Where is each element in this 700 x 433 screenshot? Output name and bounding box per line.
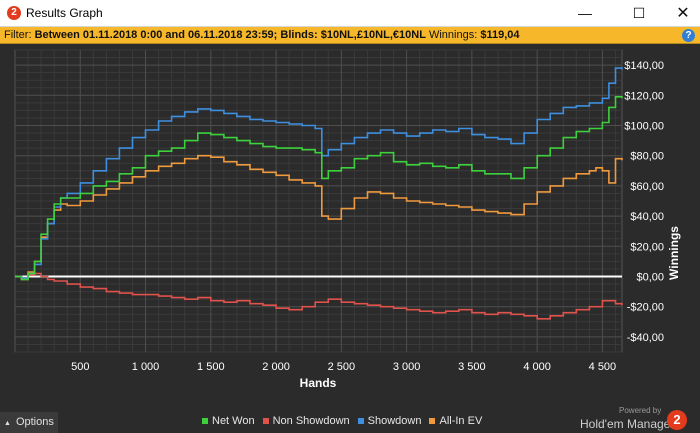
legend-item: Non Showdown — [262, 415, 350, 427]
maximize-button[interactable]: ☐ — [632, 5, 646, 21]
filter-bar[interactable]: Filter: Between 01.11.2018 0:00 and 06.1… — [0, 27, 700, 44]
powered-by-text: Powered by — [619, 406, 662, 415]
brand-logo-icon: 2 — [667, 410, 687, 430]
x-tick-label: 1 000 — [132, 361, 160, 373]
options-button[interactable]: ▲ Options — [0, 412, 58, 433]
major-grid — [15, 50, 622, 352]
series-line-showdown — [15, 67, 623, 279]
series-line-all-in-ev — [15, 154, 623, 281]
y-tick-label: $60,00 — [630, 181, 664, 193]
filter-date-range: Between 01.11.2018 0:00 and 06.11.2018 2… — [34, 29, 278, 41]
y-tick-label: $100,00 — [624, 121, 664, 133]
y-tick-labels: -$40,00 -$20,00 $0,00 $20,00 $40,00 $60,00 $80… — [624, 60, 664, 344]
x-tick-label: 3 000 — [393, 361, 421, 373]
window-title: Results Graph — [26, 6, 103, 20]
bottom-bar: ▲ Options Net Won Non Showdown Showdown All-… — [0, 405, 700, 433]
x-axis-title: Hands — [300, 376, 337, 390]
x-tick-label: 4 000 — [523, 361, 551, 373]
y-tick-label: -$20,00 — [627, 302, 664, 314]
x-tick-label: 2 000 — [262, 361, 290, 373]
options-label: Options — [15, 416, 54, 428]
results-graph[interactable]: 500 1 000 1 500 2 000 2 500 3 000 3 500 4 000 4 … — [0, 45, 700, 405]
legend-swatch — [262, 418, 269, 425]
y-axis-title: Winnings — [667, 226, 681, 280]
title-bar: 2 Results Graph — ☐ ✕ — [0, 0, 700, 27]
legend-swatch — [429, 418, 436, 425]
y-tick-label: $20,00 — [630, 241, 664, 253]
minimize-button[interactable]: — — [578, 5, 592, 21]
legend-label: All-In EV — [439, 415, 483, 427]
chart-legend: Net Won Non Showdown Showdown All-In EV — [202, 415, 490, 427]
app-logo-icon: 2 — [7, 6, 21, 20]
options-arrow-icon: ▲ — [4, 420, 11, 427]
legend-label: Net Won — [212, 415, 255, 427]
legend-swatch — [357, 418, 364, 425]
help-icon[interactable]: ? — [682, 29, 695, 42]
results-chart: 500 1 000 1 500 2 000 2 500 3 000 3 500 4 000 4 … — [14, 49, 681, 390]
legend-item: All-In EV — [429, 415, 482, 427]
y-tick-label: $120,00 — [624, 90, 664, 102]
filter-winnings-label: Winnings: — [428, 29, 478, 41]
x-tick-labels: 500 1 000 1 500 2 000 2 500 3 000 3 500 4 000 4 … — [71, 361, 616, 373]
legend-item: Net Won — [202, 415, 255, 427]
filter-prefix: Filter: — [4, 29, 32, 41]
x-tick-label: 500 — [71, 361, 89, 373]
y-tick-label: $0,00 — [636, 272, 664, 284]
x-tick-label: 3 500 — [458, 361, 486, 373]
x-tick-label: 4 500 — [589, 361, 617, 373]
legend-item: Showdown — [357, 415, 422, 427]
y-tick-label: $40,00 — [630, 211, 664, 223]
y-tick-label: $80,00 — [630, 151, 664, 163]
series-group — [15, 67, 623, 320]
y-tick-label: $140,00 — [624, 60, 664, 72]
x-tick-label: 1 500 — [197, 361, 225, 373]
legend-swatch — [202, 418, 208, 425]
filter-summary: Filter: Between 01.11.2018 0:00 and 06.1… — [4, 29, 520, 41]
legend-label: Showdown — [367, 415, 422, 427]
x-tick-label: 2 500 — [328, 361, 356, 373]
close-button[interactable]: ✕ — [676, 5, 690, 22]
series-line-net-won — [15, 96, 623, 281]
filter-blinds-label: Blinds: — [280, 29, 318, 41]
filter-blinds-value: $10NL,£10NL,€10NL — [320, 29, 426, 41]
brand-name: Hold'em Manager — [580, 417, 675, 431]
legend-label: Non Showdown — [272, 415, 350, 427]
series-line-non-showdown — [15, 272, 623, 320]
filter-winnings-value: $119,04 — [480, 29, 520, 41]
y-tick-label: -$40,00 — [627, 332, 664, 344]
minor-grid — [15, 49, 622, 353]
